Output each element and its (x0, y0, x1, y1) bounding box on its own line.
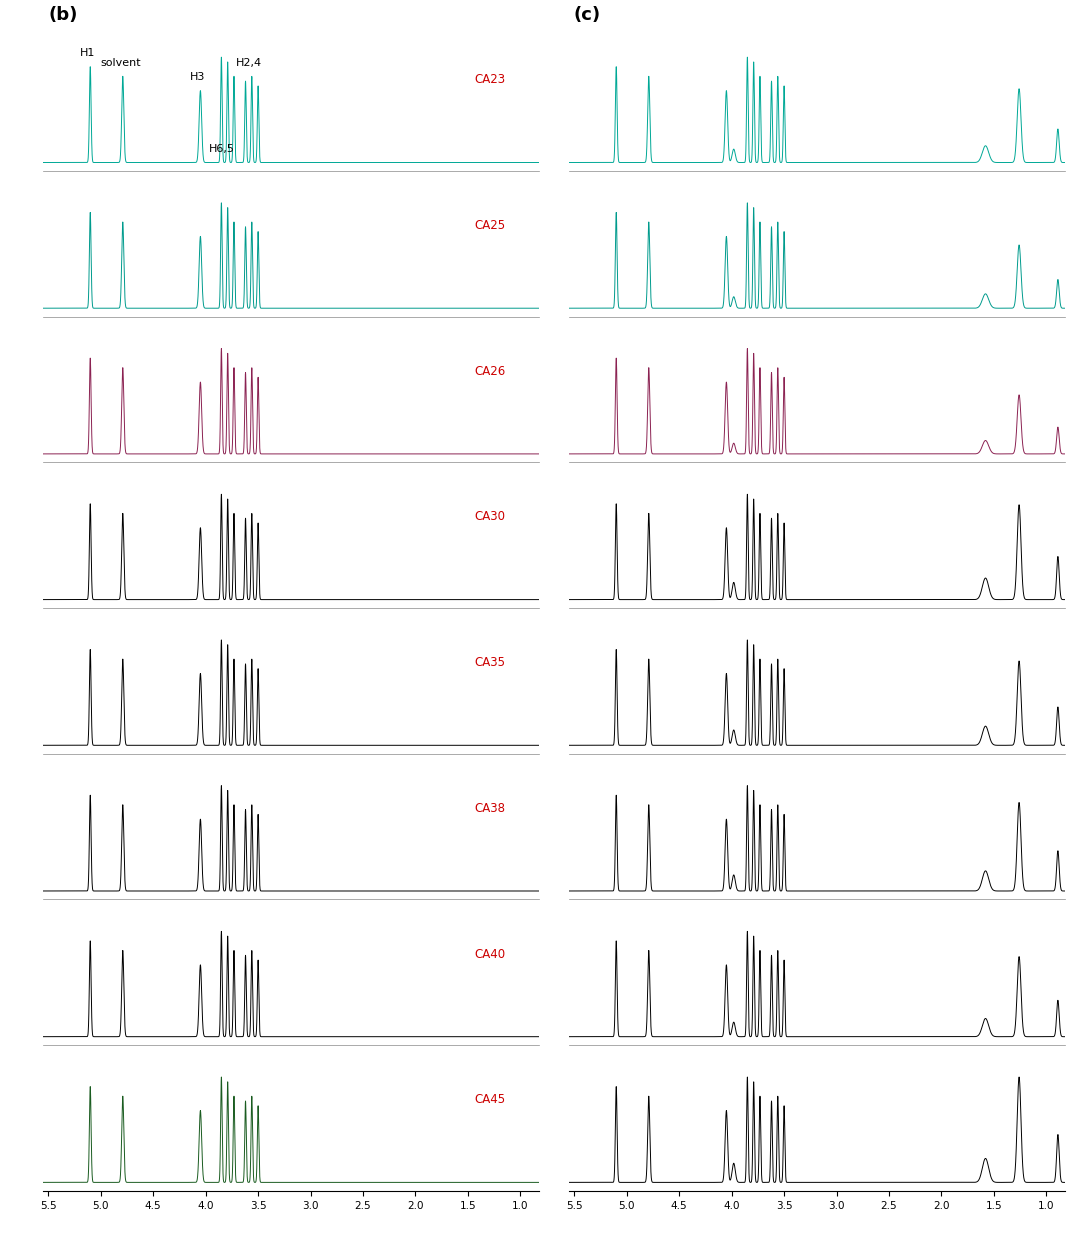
Text: H3: H3 (190, 73, 206, 83)
Text: H6,5: H6,5 (209, 144, 235, 154)
Text: CA25: CA25 (475, 220, 506, 232)
Text: CA30: CA30 (475, 511, 506, 523)
Text: H1: H1 (80, 48, 95, 58)
Text: CA35: CA35 (475, 656, 506, 669)
Text: solvent: solvent (100, 58, 141, 68)
Text: H2,4: H2,4 (237, 58, 263, 68)
Text: CA26: CA26 (475, 365, 506, 378)
Text: (c): (c) (574, 6, 601, 23)
Text: (b): (b) (48, 6, 77, 23)
Text: CA45: CA45 (475, 1093, 506, 1106)
Text: CA23: CA23 (475, 73, 506, 86)
Text: CA38: CA38 (475, 802, 506, 814)
Text: CA40: CA40 (475, 948, 506, 960)
